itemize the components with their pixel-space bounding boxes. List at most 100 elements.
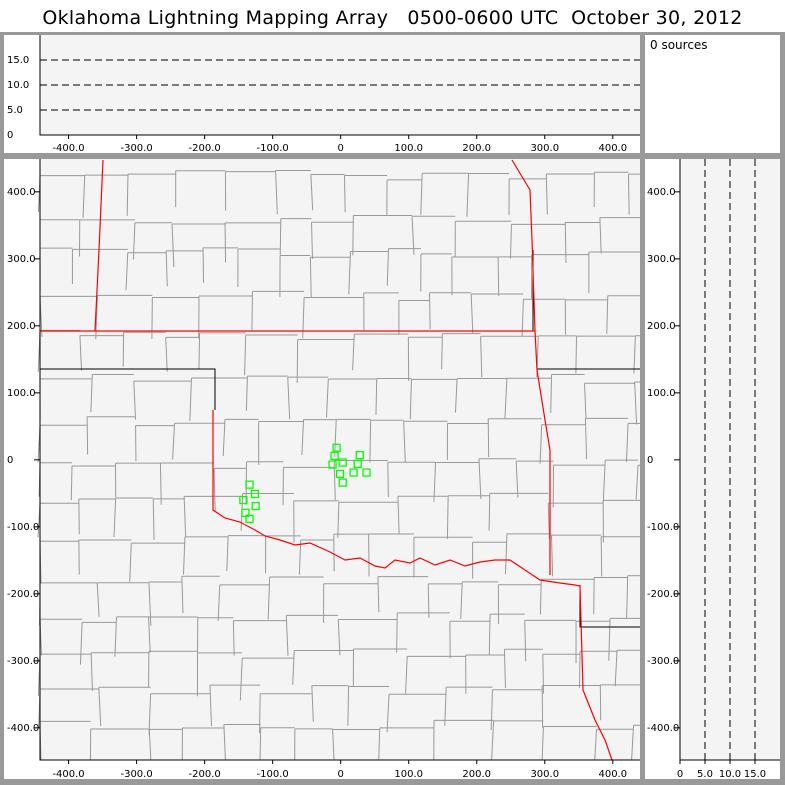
county-line: [480, 336, 483, 378]
x-tick-label: -200.0: [189, 769, 221, 780]
county-line: [90, 374, 93, 413]
x-tick-label: -400.0: [52, 143, 84, 154]
x-tick-label: 100.0: [394, 769, 423, 780]
county-line: [239, 658, 243, 701]
county-line: [148, 582, 152, 626]
county-line: [311, 685, 314, 722]
state-border-line: [40, 368, 216, 410]
x-tick-label: 400.0: [598, 143, 627, 154]
county-line: [575, 336, 578, 374]
county-line: [441, 333, 443, 370]
county-line: [375, 378, 378, 415]
county-line: [96, 582, 100, 617]
station-marker: [338, 458, 347, 467]
county-line: [594, 729, 597, 761]
county-line: [625, 423, 629, 462]
county-line: [86, 416, 89, 455]
county-line: [427, 583, 430, 618]
county-line: [259, 693, 261, 733]
county-line: [444, 687, 447, 726]
station-marker: [245, 480, 254, 489]
county-line: [310, 174, 314, 211]
county-line: [352, 334, 355, 371]
county-line: [541, 726, 544, 761]
county-line: [466, 173, 470, 217]
county-line: [396, 612, 398, 653]
station-marker: [362, 468, 371, 477]
county-line: [352, 215, 354, 256]
county-line: [129, 543, 132, 582]
county-line: [515, 461, 519, 498]
x-tick-label: 0: [337, 769, 343, 780]
county-line: [503, 649, 506, 689]
county-line: [633, 335, 636, 374]
y-tick-label: -400.0: [647, 723, 679, 734]
x-tick-label: 300.0: [530, 769, 559, 780]
county-line: [504, 378, 508, 419]
county-line: [608, 618, 611, 661]
county-line: [409, 379, 412, 420]
county-line: [420, 173, 423, 216]
county-line: [189, 378, 192, 421]
county-line: [223, 724, 226, 761]
county-line: [602, 460, 606, 502]
county-line: [301, 419, 305, 456]
county-line: [183, 496, 187, 538]
y-tick-label: -200.0: [647, 589, 679, 600]
county-line: [224, 222, 227, 263]
county-line: [165, 337, 168, 372]
county-line: [287, 377, 291, 420]
county-line: [90, 652, 93, 692]
station-marker: [250, 489, 260, 499]
y-tick-label: 200.0: [7, 321, 36, 332]
county-line: [600, 536, 603, 577]
county-line: [226, 535, 229, 572]
county-line: [509, 224, 512, 259]
county-line: [584, 418, 588, 460]
county-line: [386, 694, 390, 733]
county-line: [369, 420, 372, 463]
county-line: [378, 727, 381, 761]
x-tick-label: 5.0: [697, 769, 713, 780]
county-line: [311, 222, 313, 259]
source-count-panel: [645, 35, 780, 153]
county-line: [564, 222, 567, 264]
county-line: [82, 175, 86, 218]
x-tick-label: -300.0: [120, 143, 152, 154]
county-line: [79, 335, 83, 371]
county-line: [470, 293, 474, 334]
station-marker: [251, 501, 260, 511]
county-line: [488, 614, 491, 655]
x-tick-label: 400.0: [598, 769, 627, 780]
y-tick-label: 100.0: [647, 388, 676, 399]
y-tick-label: 0: [7, 455, 13, 466]
county-line: [132, 222, 136, 260]
county-line: [334, 419, 337, 457]
y-tick-label: -100.0: [647, 522, 679, 533]
county-line: [332, 729, 335, 761]
y-tick-label: -300.0: [647, 656, 679, 667]
county-line: [209, 685, 212, 726]
county-line: [497, 256, 500, 296]
county-line: [222, 419, 226, 456]
county-line: [232, 620, 235, 656]
county-line: [377, 576, 380, 613]
county-line: [539, 424, 543, 464]
x-tick-label: 300.0: [530, 143, 559, 154]
station-marker: [245, 514, 254, 523]
county-line: [79, 622, 83, 665]
y-tick-label: -200.0: [7, 589, 39, 600]
county-line: [542, 654, 545, 694]
county-line: [545, 174, 548, 215]
y-tick-label: 100.0: [7, 388, 36, 399]
x-tick-label: -400.0: [52, 769, 84, 780]
source-count: 0 sources: [650, 38, 708, 52]
station-marker: [328, 460, 337, 469]
county-line: [309, 257, 312, 298]
county-line: [634, 382, 638, 425]
county-line: [454, 378, 458, 413]
county-line: [148, 693, 152, 735]
y-tick-label: 5.0: [7, 105, 23, 116]
county-line: [152, 498, 155, 540]
